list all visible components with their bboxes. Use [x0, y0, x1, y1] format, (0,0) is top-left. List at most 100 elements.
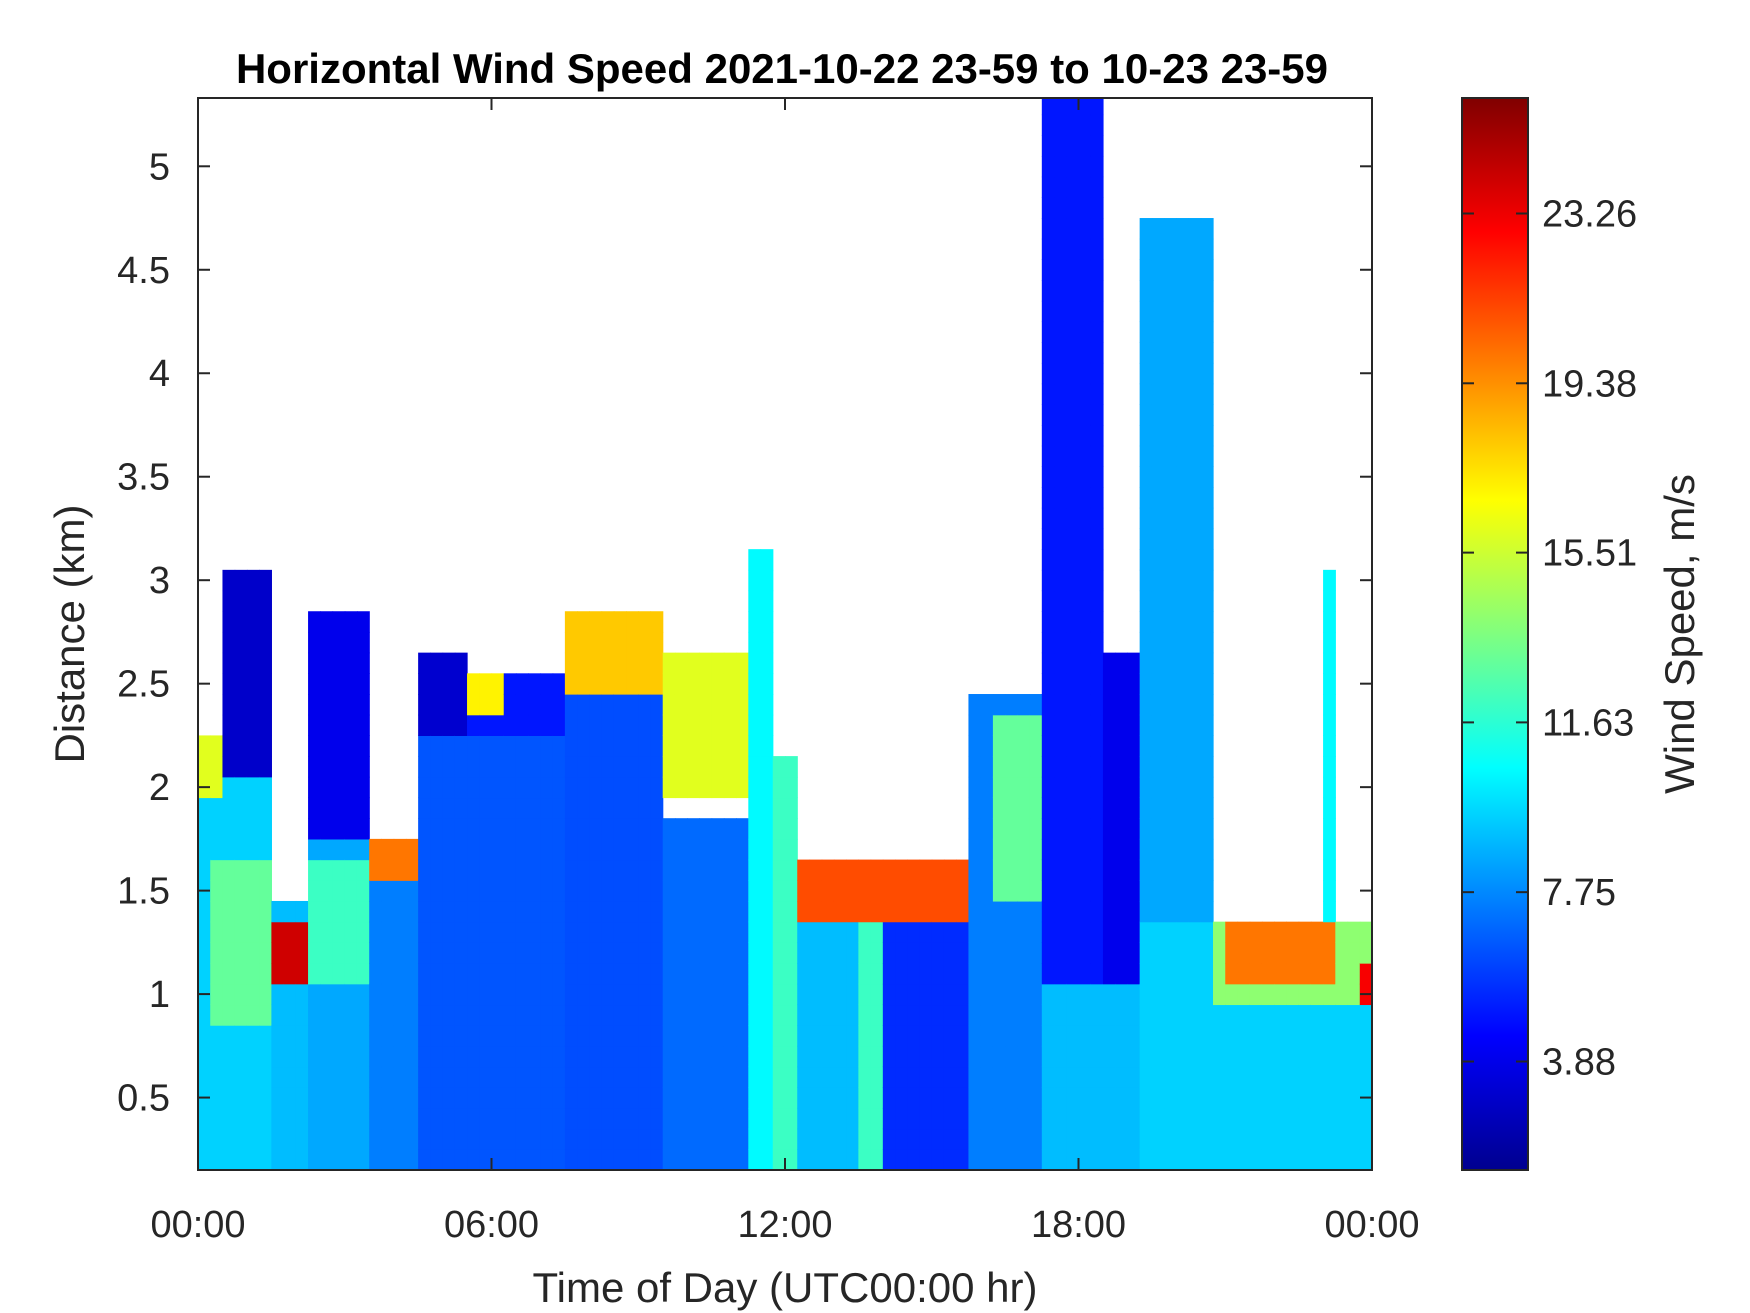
heatmap-cell — [1139, 735, 1153, 757]
heatmap-cell — [650, 983, 664, 1006]
heatmap-cell — [1054, 963, 1067, 985]
heatmap-cell — [1054, 528, 1067, 550]
heatmap-cell — [1200, 880, 1214, 902]
heatmap-cell — [589, 714, 603, 736]
heatmap-cell — [1115, 963, 1129, 985]
heatmap-cell — [515, 694, 529, 716]
heatmap-cell — [1359, 1025, 1373, 1047]
heatmap-cell — [638, 1149, 652, 1171]
heatmap-cell — [283, 942, 297, 964]
heatmap-cell — [687, 1025, 700, 1047]
heatmap-cell — [210, 1107, 224, 1130]
heatmap-cell — [1200, 342, 1214, 364]
heatmap-cell — [540, 673, 554, 695]
heatmap-cell — [1066, 466, 1080, 488]
heatmap-cell — [638, 1045, 652, 1068]
heatmap-cell — [1102, 1004, 1116, 1026]
heatmap-cell — [992, 900, 1006, 923]
heatmap-cell — [210, 756, 224, 778]
heatmap-cell — [650, 900, 664, 923]
heatmap-cell — [405, 838, 419, 861]
heatmap-cell — [1102, 756, 1116, 778]
heatmap-cell — [662, 838, 676, 861]
heatmap-cell — [234, 631, 248, 654]
heatmap-cell — [650, 631, 664, 654]
heatmap-cell — [234, 859, 248, 881]
heatmap-cell — [809, 1128, 823, 1150]
heatmap-cell — [809, 880, 823, 902]
heatmap-cell — [674, 838, 688, 861]
heatmap-cell — [198, 921, 211, 943]
heatmap-cell — [479, 900, 493, 923]
heatmap-cell — [1151, 259, 1165, 281]
heatmap-cell — [503, 735, 517, 757]
heatmap-cell — [968, 1128, 982, 1150]
heatmap-cell — [1066, 818, 1080, 840]
heatmap-cell — [956, 1128, 970, 1150]
heatmap-cell — [1237, 963, 1251, 985]
heatmap-cell — [931, 1107, 945, 1130]
heatmap-cell — [613, 694, 627, 716]
heatmap-cell — [797, 1066, 811, 1088]
heatmap-cell — [931, 900, 945, 923]
heatmap-cell — [626, 942, 639, 964]
heatmap-cell — [369, 1066, 383, 1088]
heatmap-cell — [210, 900, 224, 923]
heatmap-cell — [1090, 155, 1104, 178]
heatmap-cell — [1054, 424, 1067, 447]
heatmap-cell — [1054, 735, 1067, 757]
heatmap-cell — [809, 942, 823, 964]
heatmap-cell — [699, 1107, 713, 1130]
heatmap-cell — [968, 818, 982, 840]
heatmap-cell — [1005, 818, 1018, 840]
heatmap-cell — [577, 1087, 590, 1109]
heatmap-cell — [626, 1128, 639, 1150]
heatmap-cell — [699, 714, 713, 736]
y-axis-label: Distance (km) — [46, 504, 93, 763]
heatmap-cell — [515, 1004, 529, 1026]
heatmap-cell — [1029, 942, 1043, 964]
heatmap-cell — [736, 673, 749, 695]
heatmap-cell — [320, 1107, 334, 1130]
heatmap-cell — [1188, 776, 1202, 799]
heatmap-cell — [442, 963, 456, 985]
heatmap-cell — [1200, 921, 1214, 943]
heatmap-cell — [711, 818, 725, 840]
heatmap-cell — [797, 963, 811, 985]
heatmap-cell — [528, 1107, 542, 1130]
heatmap-cell — [1225, 983, 1239, 1006]
heatmap-cell — [1200, 259, 1214, 281]
heatmap-cell — [552, 1025, 566, 1047]
heatmap-cell — [467, 756, 480, 778]
heatmap-cell — [736, 983, 749, 1006]
heatmap-cell — [308, 1087, 321, 1109]
heatmap-cell — [1078, 963, 1092, 985]
heatmap-cell — [1054, 838, 1067, 861]
heatmap-cell — [1078, 652, 1092, 674]
heatmap-cell — [833, 942, 847, 964]
heatmap-cell — [1090, 590, 1104, 612]
heatmap-cell — [491, 942, 505, 964]
heatmap-cell — [467, 797, 480, 819]
heatmap-cell — [1200, 1025, 1214, 1047]
heatmap-cell — [271, 942, 285, 964]
heatmap-cell — [369, 1149, 383, 1171]
heatmap-cell — [1151, 1004, 1165, 1026]
heatmap-cell — [613, 776, 627, 799]
heatmap-cell — [503, 1004, 517, 1026]
heatmap-cell — [1078, 880, 1092, 902]
heatmap-cell — [895, 1066, 908, 1088]
heatmap-cell — [1151, 963, 1165, 985]
heatmap-cell — [1102, 900, 1116, 923]
heatmap-cell — [980, 1149, 994, 1171]
heatmap-cell — [846, 859, 859, 881]
heatmap-cell — [956, 921, 970, 943]
heatmap-cell — [540, 942, 554, 964]
heatmap-cell — [222, 797, 236, 819]
heatmap-cell — [1115, 1025, 1129, 1047]
heatmap-cell — [1054, 1087, 1067, 1109]
heatmap-cell — [1066, 1128, 1080, 1150]
heatmap-cell — [234, 590, 248, 612]
heatmap-cell — [308, 714, 321, 736]
heatmap-cell — [1041, 321, 1055, 343]
